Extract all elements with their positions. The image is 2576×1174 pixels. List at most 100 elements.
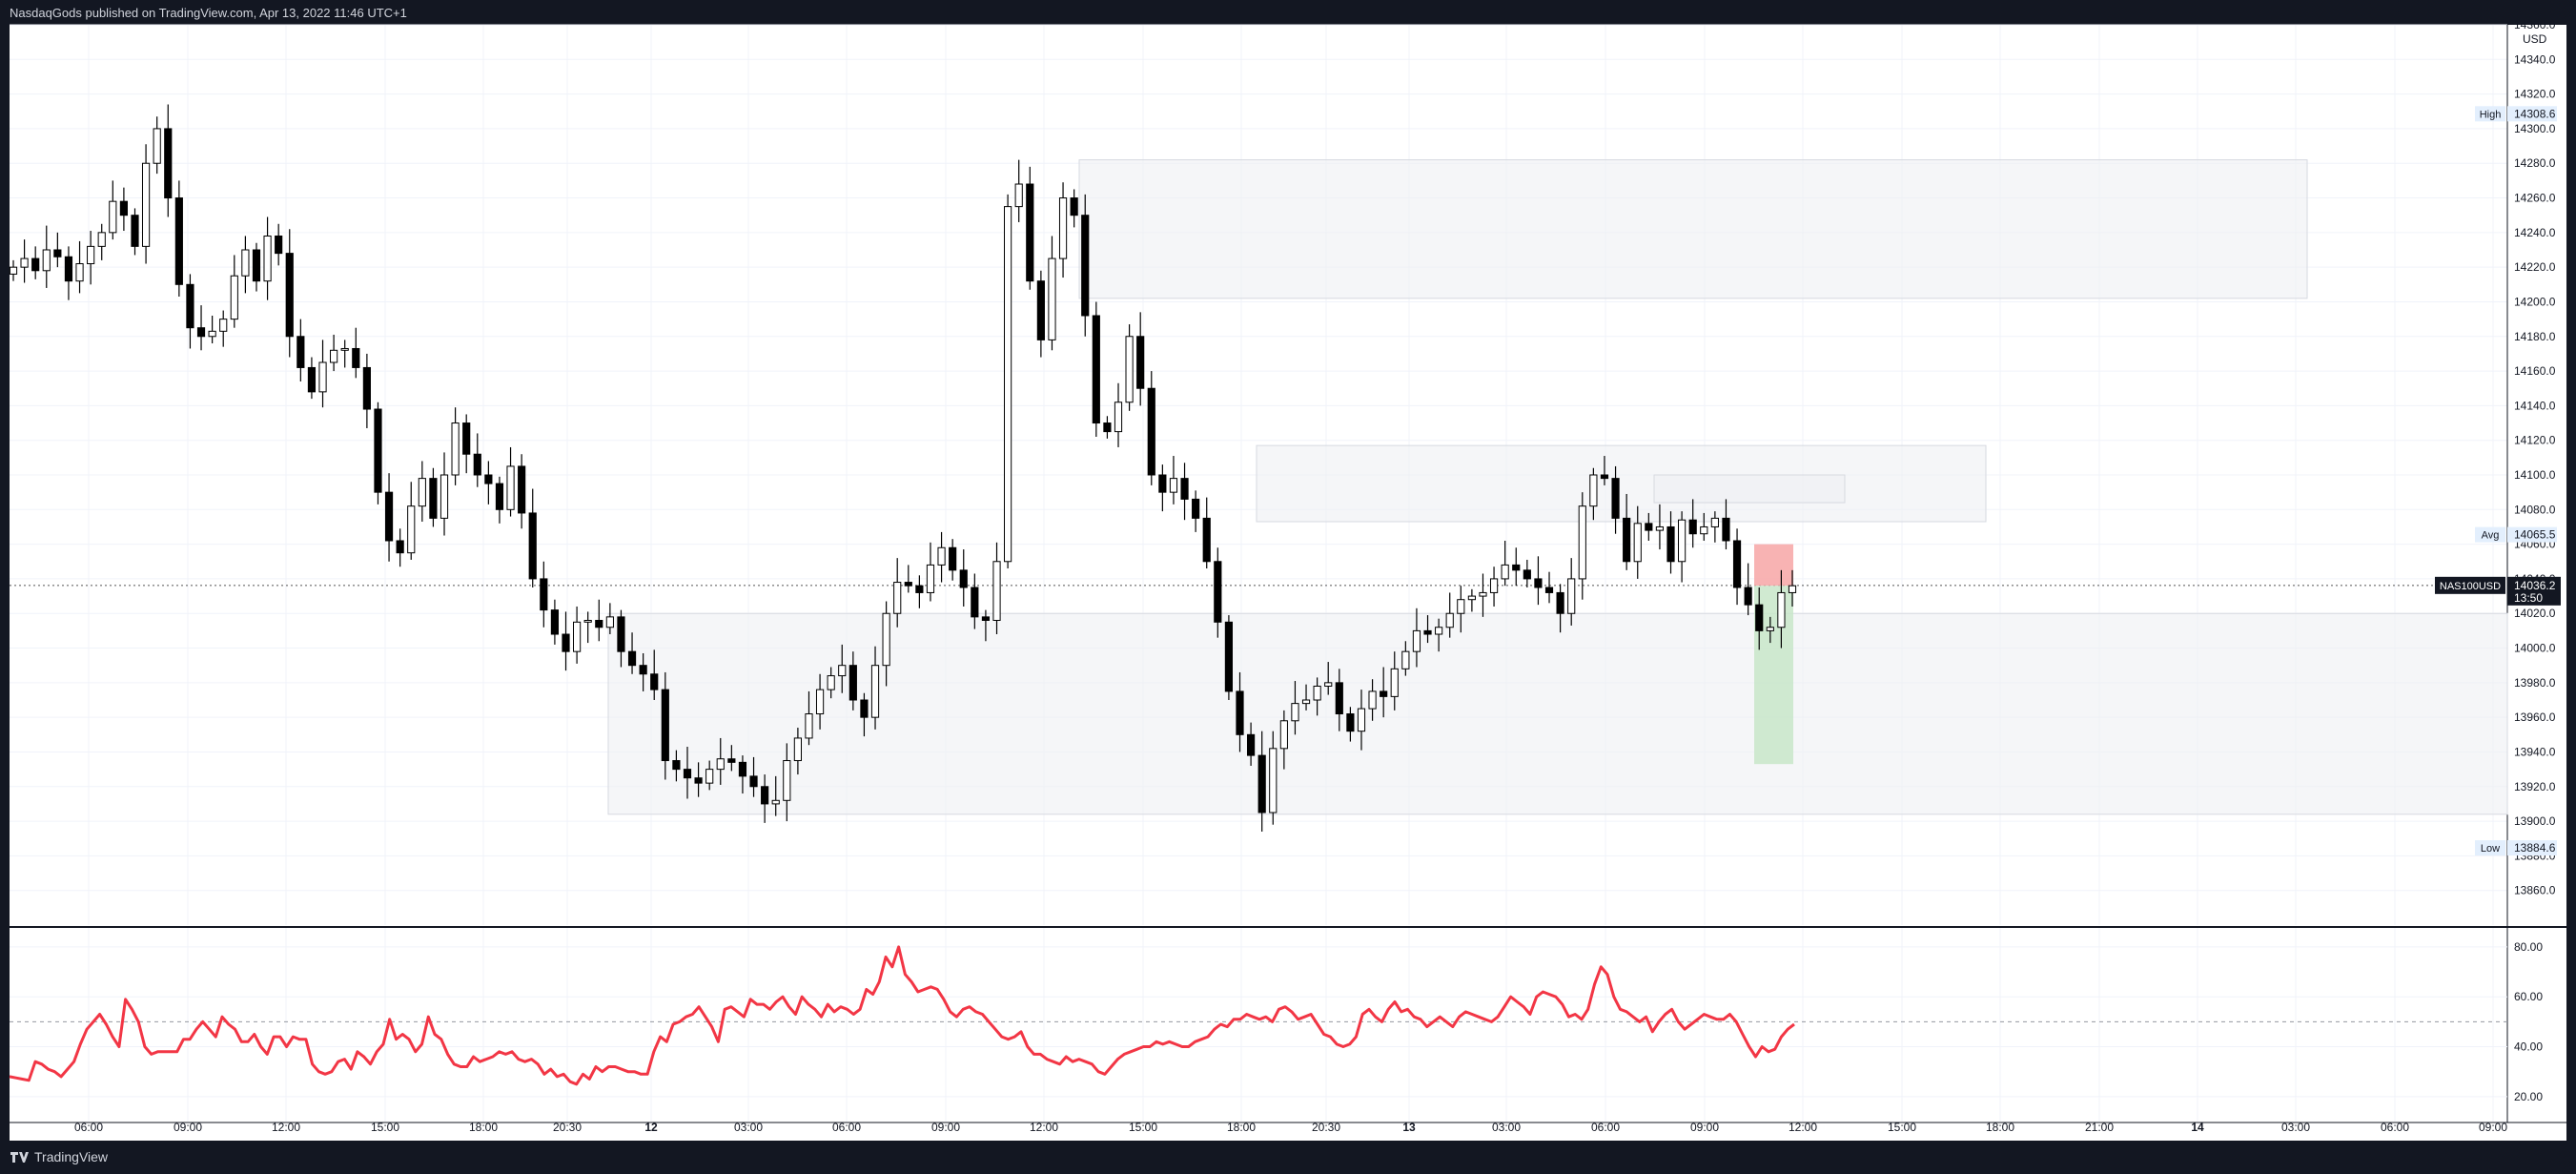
low-value: 13884.6 [2514, 841, 2556, 855]
candle-body [384, 491, 394, 542]
y-tick-label: 14160.0 [2514, 364, 2556, 378]
candle-body [761, 786, 769, 805]
candle-body [396, 540, 404, 554]
candle-body [650, 673, 659, 690]
candle-body [882, 612, 890, 667]
candle-body [1688, 519, 1697, 535]
candle-body [617, 616, 625, 652]
x-tick-label: 12:00 [272, 1121, 300, 1134]
candle-body [1788, 585, 1797, 593]
candle-body [805, 713, 813, 739]
candle-body [1103, 422, 1112, 433]
attribution-text: NasdaqGods published on TradingView.com,… [10, 6, 407, 20]
candle-body [595, 619, 603, 628]
candle-body [119, 200, 128, 216]
position-tool[interactable] [1754, 544, 1793, 765]
candle-body [627, 650, 637, 667]
candle-body [440, 474, 449, 519]
candle-body [1257, 754, 1266, 814]
candle-body [981, 616, 991, 621]
candle-body [1732, 540, 1742, 588]
candle-body [1324, 682, 1333, 687]
candle-body [374, 408, 382, 493]
candle-body [1092, 315, 1100, 424]
y-tick-label: 14320.0 [2514, 88, 2556, 101]
candle-body [705, 769, 714, 784]
candle-body [275, 235, 283, 255]
candle-body [672, 760, 681, 771]
lower-demand-zone [607, 612, 2508, 815]
tradingview-logo-icon[interactable] [10, 1149, 29, 1164]
avg-value: 14065.5 [2514, 528, 2556, 542]
candle-body [1777, 591, 1786, 628]
candle-body [307, 366, 317, 393]
candle-body [1014, 183, 1023, 208]
candle-body [1467, 595, 1476, 601]
candle-body [1489, 578, 1499, 593]
candle-body [1766, 627, 1774, 631]
candle-body [1435, 627, 1443, 635]
candle-body [53, 249, 62, 257]
candle-body [1755, 604, 1764, 631]
x-tick-label: 18:00 [1986, 1121, 2014, 1134]
candle-body [550, 609, 560, 635]
x-tick-label: 15:00 [371, 1121, 399, 1134]
candle-body [263, 235, 272, 282]
candle-body [241, 249, 250, 277]
candle-body [661, 689, 669, 762]
candle-body [1026, 183, 1034, 282]
candle-body [1412, 629, 1421, 652]
high-label: High [2480, 109, 2502, 120]
candle-body [451, 422, 460, 476]
candle-body [1158, 474, 1167, 493]
x-tick-label: 03:00 [1492, 1121, 1521, 1134]
avg-label: Avg [2482, 530, 2500, 542]
symbol-label: NAS100USD [2440, 581, 2501, 592]
candle-body [153, 128, 161, 164]
time-axis[interactable]: 06:00 09:00 12:00 15:00 18:00 20:30 12 03:00 06:… [74, 1121, 2507, 1134]
x-tick-label: 12:00 [1789, 1121, 1817, 1134]
candle-body [473, 453, 481, 476]
price-labels: High 14308.6 Avg 14065.5 Low 13884.6 NAS100USD… [2435, 106, 2561, 856]
x-tick-label: 14 [2191, 1121, 2204, 1134]
x-tick-label: 03:00 [734, 1121, 763, 1134]
attribution-bar: NasdaqGods published on TradingView.com,… [0, 0, 2576, 25]
x-tick-label: 06:00 [2381, 1121, 2409, 1134]
candle-body [196, 327, 206, 338]
candle-body [904, 582, 912, 587]
last-price-tag [2507, 576, 2561, 606]
candle-body [1645, 523, 1653, 531]
candle-body [186, 283, 194, 329]
candle-body [1070, 197, 1078, 216]
candle-body [230, 275, 238, 320]
candle-body [1523, 569, 1531, 580]
y-tick-label: 14080.0 [2514, 503, 2556, 516]
candle-body [848, 665, 857, 701]
low-label: Low [2481, 843, 2500, 855]
candle-body [285, 253, 294, 338]
candle-body [783, 760, 791, 801]
candle-body [1390, 668, 1399, 697]
candle-body [87, 245, 95, 265]
x-tick-label: 03:00 [2281, 1121, 2310, 1134]
x-tick-label: 20:30 [553, 1121, 582, 1134]
candle-body [97, 232, 106, 247]
chart-canvas[interactable]: 14360.0 14340.0 14320.0 14300.0 14280.0 14260… [0, 0, 2576, 1141]
high-value: 14308.6 [2514, 107, 2556, 120]
last-price-value: 14036.2 [2514, 579, 2556, 592]
candle-body [738, 761, 747, 777]
candle-body [64, 256, 73, 282]
candles-layer [9, 104, 1797, 832]
candle-body [573, 621, 582, 652]
candle-body [893, 582, 902, 614]
x-tick-label: 09:00 [174, 1121, 202, 1134]
candle-body [1202, 517, 1211, 563]
candle-body [1004, 206, 1012, 563]
upper-supply-zone [1078, 159, 2308, 299]
y-tick-label: 14360.0 [2514, 18, 2556, 31]
candle-body [131, 215, 139, 247]
candle-body [959, 569, 968, 588]
candle-body [429, 478, 438, 519]
rsi-axis[interactable]: 80.00 60.00 40.00 20.00 [2514, 940, 2543, 1103]
candle-body [1313, 685, 1321, 701]
